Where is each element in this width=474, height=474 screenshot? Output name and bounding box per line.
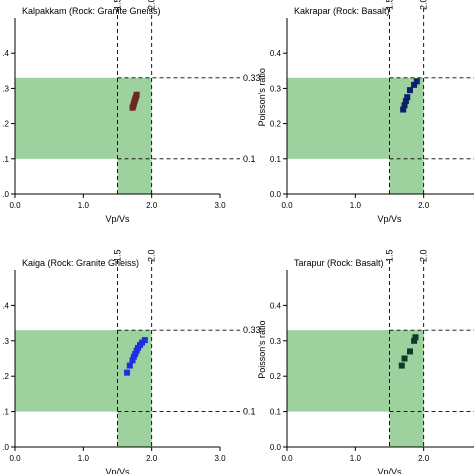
data-point [404,94,411,101]
data-point [413,78,420,85]
data-point [401,355,408,362]
y-tick-label: 0.1 [270,408,282,417]
x-tick-label: 2.0 [146,201,158,210]
poisson-annotation: 0.1 [243,154,256,164]
y-tick-label: .4 [2,49,9,58]
x-tick-label: 1.0 [350,454,362,463]
y-tick-label: .4 [2,301,9,310]
x-tick-label: 1.0 [350,201,362,210]
data-point [132,350,139,357]
y-axis-label: Poisson's ratio [257,68,267,126]
x-axis-label: Vp/Vs [105,214,130,224]
x-tick-label: 0.0 [9,201,21,210]
data-point [124,369,131,376]
vpvs-annotation: 2.0 [147,249,157,262]
x-tick-label: 0.0 [281,201,293,210]
data-point [411,81,418,88]
vpvs-annotation: 2.0 [147,0,157,10]
data-point [412,334,419,341]
y-tick-label: .3 [2,337,9,346]
x-tick-label: 0.0 [9,454,21,463]
x-tick-label: 3.0 [214,201,226,210]
y-tick-label: .1 [2,155,9,164]
y-tick-label: .2 [2,372,9,381]
y-tick-label: .2 [2,120,9,129]
x-axis-label: Vp/Vs [377,467,402,474]
x-tick-label: 2.0 [418,454,430,463]
data-point [402,98,409,105]
data-point [141,337,148,344]
data-point [407,87,413,94]
y-tick-label: 0.0 [270,443,282,452]
data-point [411,337,418,344]
poisson-annotation: 0.33 [243,325,261,335]
vpvs-annotation: 1.5 [113,249,123,262]
data-point [398,362,405,369]
shaded-poisson-band [15,330,152,412]
data-point [133,91,140,98]
data-point [400,106,407,113]
chart-title: Kaiga (Rock: Granite Gneiss) [22,258,139,268]
y-tick-label: 0.2 [270,372,282,381]
data-point [129,357,136,364]
x-axis-label: Vp/Vs [105,467,130,474]
shaded-poisson-band [15,77,152,159]
y-tick-label: 0.3 [270,84,282,93]
y-tick-label: 0.0 [270,190,282,199]
chart-title: Kalpakkam (Rock: Granite Gneiss) [22,6,161,16]
y-tick-label: 0.4 [270,49,282,58]
x-tick-label: 2.0 [146,454,158,463]
y-tick-label: 0.3 [270,337,282,346]
data-point [401,102,408,109]
chart-panel-1: 0.0 1.0 2.0 3.0 .0 .1 .2 .3 .4 Kalpakkam (Rock: G… [2,0,260,224]
y-axis-label: Poisson's ratio [257,321,267,379]
vpvs-annotation: 1.5 [385,0,395,10]
y-tick-label: 0.4 [270,301,282,310]
y-tick-label: .1 [2,408,9,417]
x-tick-label: 1.0 [78,201,90,210]
chart-title: Tarapur (Rock: Basalt) [294,258,384,268]
data-point [407,348,413,355]
shaded-vpvs-band [117,411,152,447]
shaded-poisson-band [287,330,424,412]
vpvs-annotation: 2.0 [419,0,429,10]
x-tick-label: 0.0 [281,454,293,463]
x-tick-label: 3.0 [214,454,226,463]
y-tick-label: .0 [2,190,9,199]
x-axis-label: Vp/Vs [377,214,402,224]
y-tick-label: .3 [2,84,9,93]
shaded-vpvs-band [389,411,424,447]
shaded-vpvs-band [117,158,152,194]
poisson-annotation: 0.33 [243,73,261,83]
poisson-annotation: 0.1 [243,407,256,417]
vpvs-annotation: 2.0 [419,249,429,262]
data-point [126,362,133,369]
y-tick-label: 0.2 [270,120,282,129]
shaded-vpvs-band [389,158,424,194]
chart-panel-3: 0.0 1.0 2.0 3.0 .0 .1 .2 .3 .4 Kaiga (Rock: Grani… [2,249,260,474]
shaded-poisson-band [287,77,424,159]
y-tick-label: .0 [2,443,9,452]
chart-title: Kakrapar (Rock: Basalt) [294,6,390,16]
x-tick-label: 2.0 [418,201,430,210]
y-tick-label: 0.1 [270,155,282,164]
vpvs-annotation: 1.5 [385,249,395,262]
vpvs-annotation: 1.5 [113,0,123,10]
x-tick-label: 1.0 [78,454,90,463]
